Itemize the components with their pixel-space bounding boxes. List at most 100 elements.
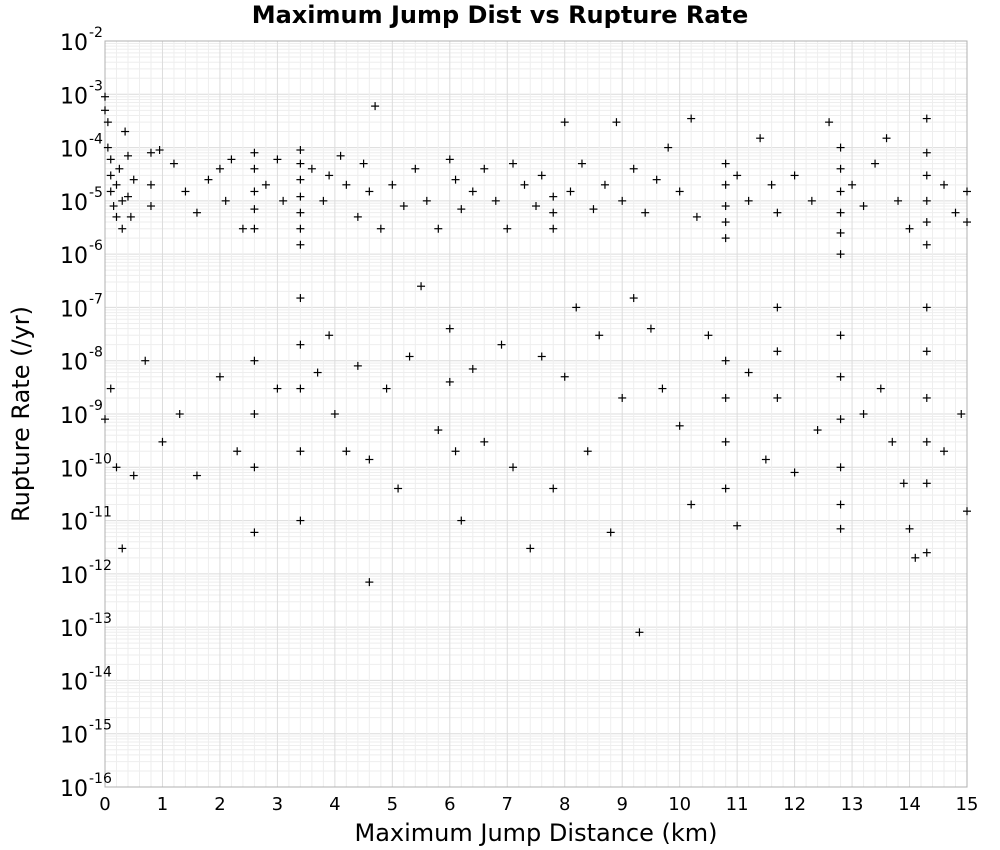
- data-markers: [101, 92, 971, 637]
- plot-frame: [104, 40, 968, 788]
- data-point: [687, 500, 696, 509]
- data-point: [126, 212, 135, 221]
- data-point: [836, 208, 845, 217]
- y-tick-label: 10 -4: [60, 132, 103, 163]
- data-point: [744, 196, 753, 205]
- x-axis-label: Maximum Jump Distance (km): [355, 819, 718, 847]
- data-point: [704, 331, 713, 340]
- data-point: [951, 208, 960, 217]
- data-point: [192, 471, 201, 480]
- data-point: [526, 544, 535, 553]
- data-point: [457, 516, 466, 525]
- data-point: [836, 372, 845, 381]
- data-point: [756, 134, 765, 143]
- data-point: [491, 196, 500, 205]
- y-tick-exponent: -14: [89, 664, 112, 680]
- data-point: [250, 356, 259, 365]
- data-point: [250, 528, 259, 537]
- data-point: [204, 175, 213, 184]
- data-point: [181, 187, 190, 196]
- data-point: [836, 228, 845, 237]
- y-tick-label: 10 -9: [60, 398, 103, 429]
- data-point: [894, 196, 903, 205]
- y-tick-base: 10: [60, 777, 88, 802]
- y-tick-base: 10: [60, 351, 88, 376]
- y-tick-base: 10: [60, 617, 88, 642]
- data-point: [922, 479, 931, 488]
- data-point: [146, 180, 155, 189]
- y-tick-label: 10 -6: [60, 238, 103, 269]
- y-tick-label: 10 -15: [60, 718, 112, 749]
- data-point: [836, 331, 845, 340]
- y-tick-label: 10 -16: [60, 771, 112, 802]
- data-point: [434, 224, 443, 233]
- data-point: [922, 171, 931, 180]
- data-point: [279, 196, 288, 205]
- data-point: [365, 455, 374, 464]
- data-point: [215, 164, 224, 173]
- data-point: [773, 393, 782, 402]
- data-point: [394, 484, 403, 493]
- data-point: [876, 384, 885, 393]
- data-point: [106, 155, 115, 164]
- data-point: [411, 164, 420, 173]
- data-point: [146, 148, 155, 157]
- data-point: [859, 202, 868, 211]
- data-point: [106, 171, 115, 180]
- x-tick-label: 1: [157, 794, 168, 815]
- data-point: [836, 164, 845, 173]
- y-tick-base: 10: [60, 138, 88, 163]
- data-point: [129, 471, 138, 480]
- data-point: [922, 548, 931, 557]
- x-tick-label: 3: [272, 794, 283, 815]
- data-point: [468, 364, 477, 373]
- data-point: [721, 159, 730, 168]
- x-tick-label: 7: [502, 794, 513, 815]
- data-point: [250, 148, 259, 157]
- y-tick-label: 10 -3: [60, 78, 103, 109]
- y-tick-label: 10 -12: [60, 558, 112, 589]
- y-tick-base: 10: [60, 724, 88, 749]
- data-point: [250, 164, 259, 173]
- data-point: [537, 171, 546, 180]
- y-tick-label: 10 -2: [60, 25, 103, 56]
- data-point: [963, 218, 971, 227]
- y-tick-base: 10: [60, 404, 88, 429]
- data-point: [371, 102, 380, 111]
- data-point: [836, 500, 845, 509]
- data-point: [618, 196, 627, 205]
- data-point: [296, 240, 305, 249]
- data-point: [307, 164, 316, 173]
- data-point: [250, 205, 259, 214]
- x-tick-label: 13: [841, 794, 864, 815]
- x-tick-label: 10: [668, 794, 691, 815]
- data-point: [296, 175, 305, 184]
- data-point: [112, 212, 121, 221]
- data-point: [325, 171, 334, 180]
- data-point: [606, 528, 615, 537]
- x-tick-label: 6: [444, 794, 455, 815]
- data-point: [342, 180, 351, 189]
- data-point: [468, 187, 477, 196]
- data-point: [296, 146, 305, 155]
- data-point: [836, 524, 845, 533]
- data-point: [675, 421, 684, 430]
- y-tick-base: 10: [60, 670, 88, 695]
- data-point: [457, 205, 466, 214]
- data-point: [158, 437, 167, 446]
- y-tick-exponent: -9: [89, 398, 103, 414]
- data-point: [175, 410, 184, 418]
- data-point: [888, 437, 897, 446]
- x-tick-label: 12: [783, 794, 806, 815]
- data-point: [480, 437, 489, 446]
- data-point: [353, 212, 362, 221]
- y-tick-exponent: -5: [89, 185, 103, 201]
- data-point: [549, 484, 558, 493]
- y-tick-exponent: -2: [89, 25, 103, 41]
- x-axis-ticks: 0 1 2 3 4 5 6 7 8 9 10 11 12 13 14 15: [99, 794, 978, 815]
- data-point: [509, 463, 518, 472]
- data-point: [549, 208, 558, 217]
- y-tick-base: 10: [60, 84, 88, 109]
- data-point: [118, 224, 127, 233]
- data-point: [296, 224, 305, 233]
